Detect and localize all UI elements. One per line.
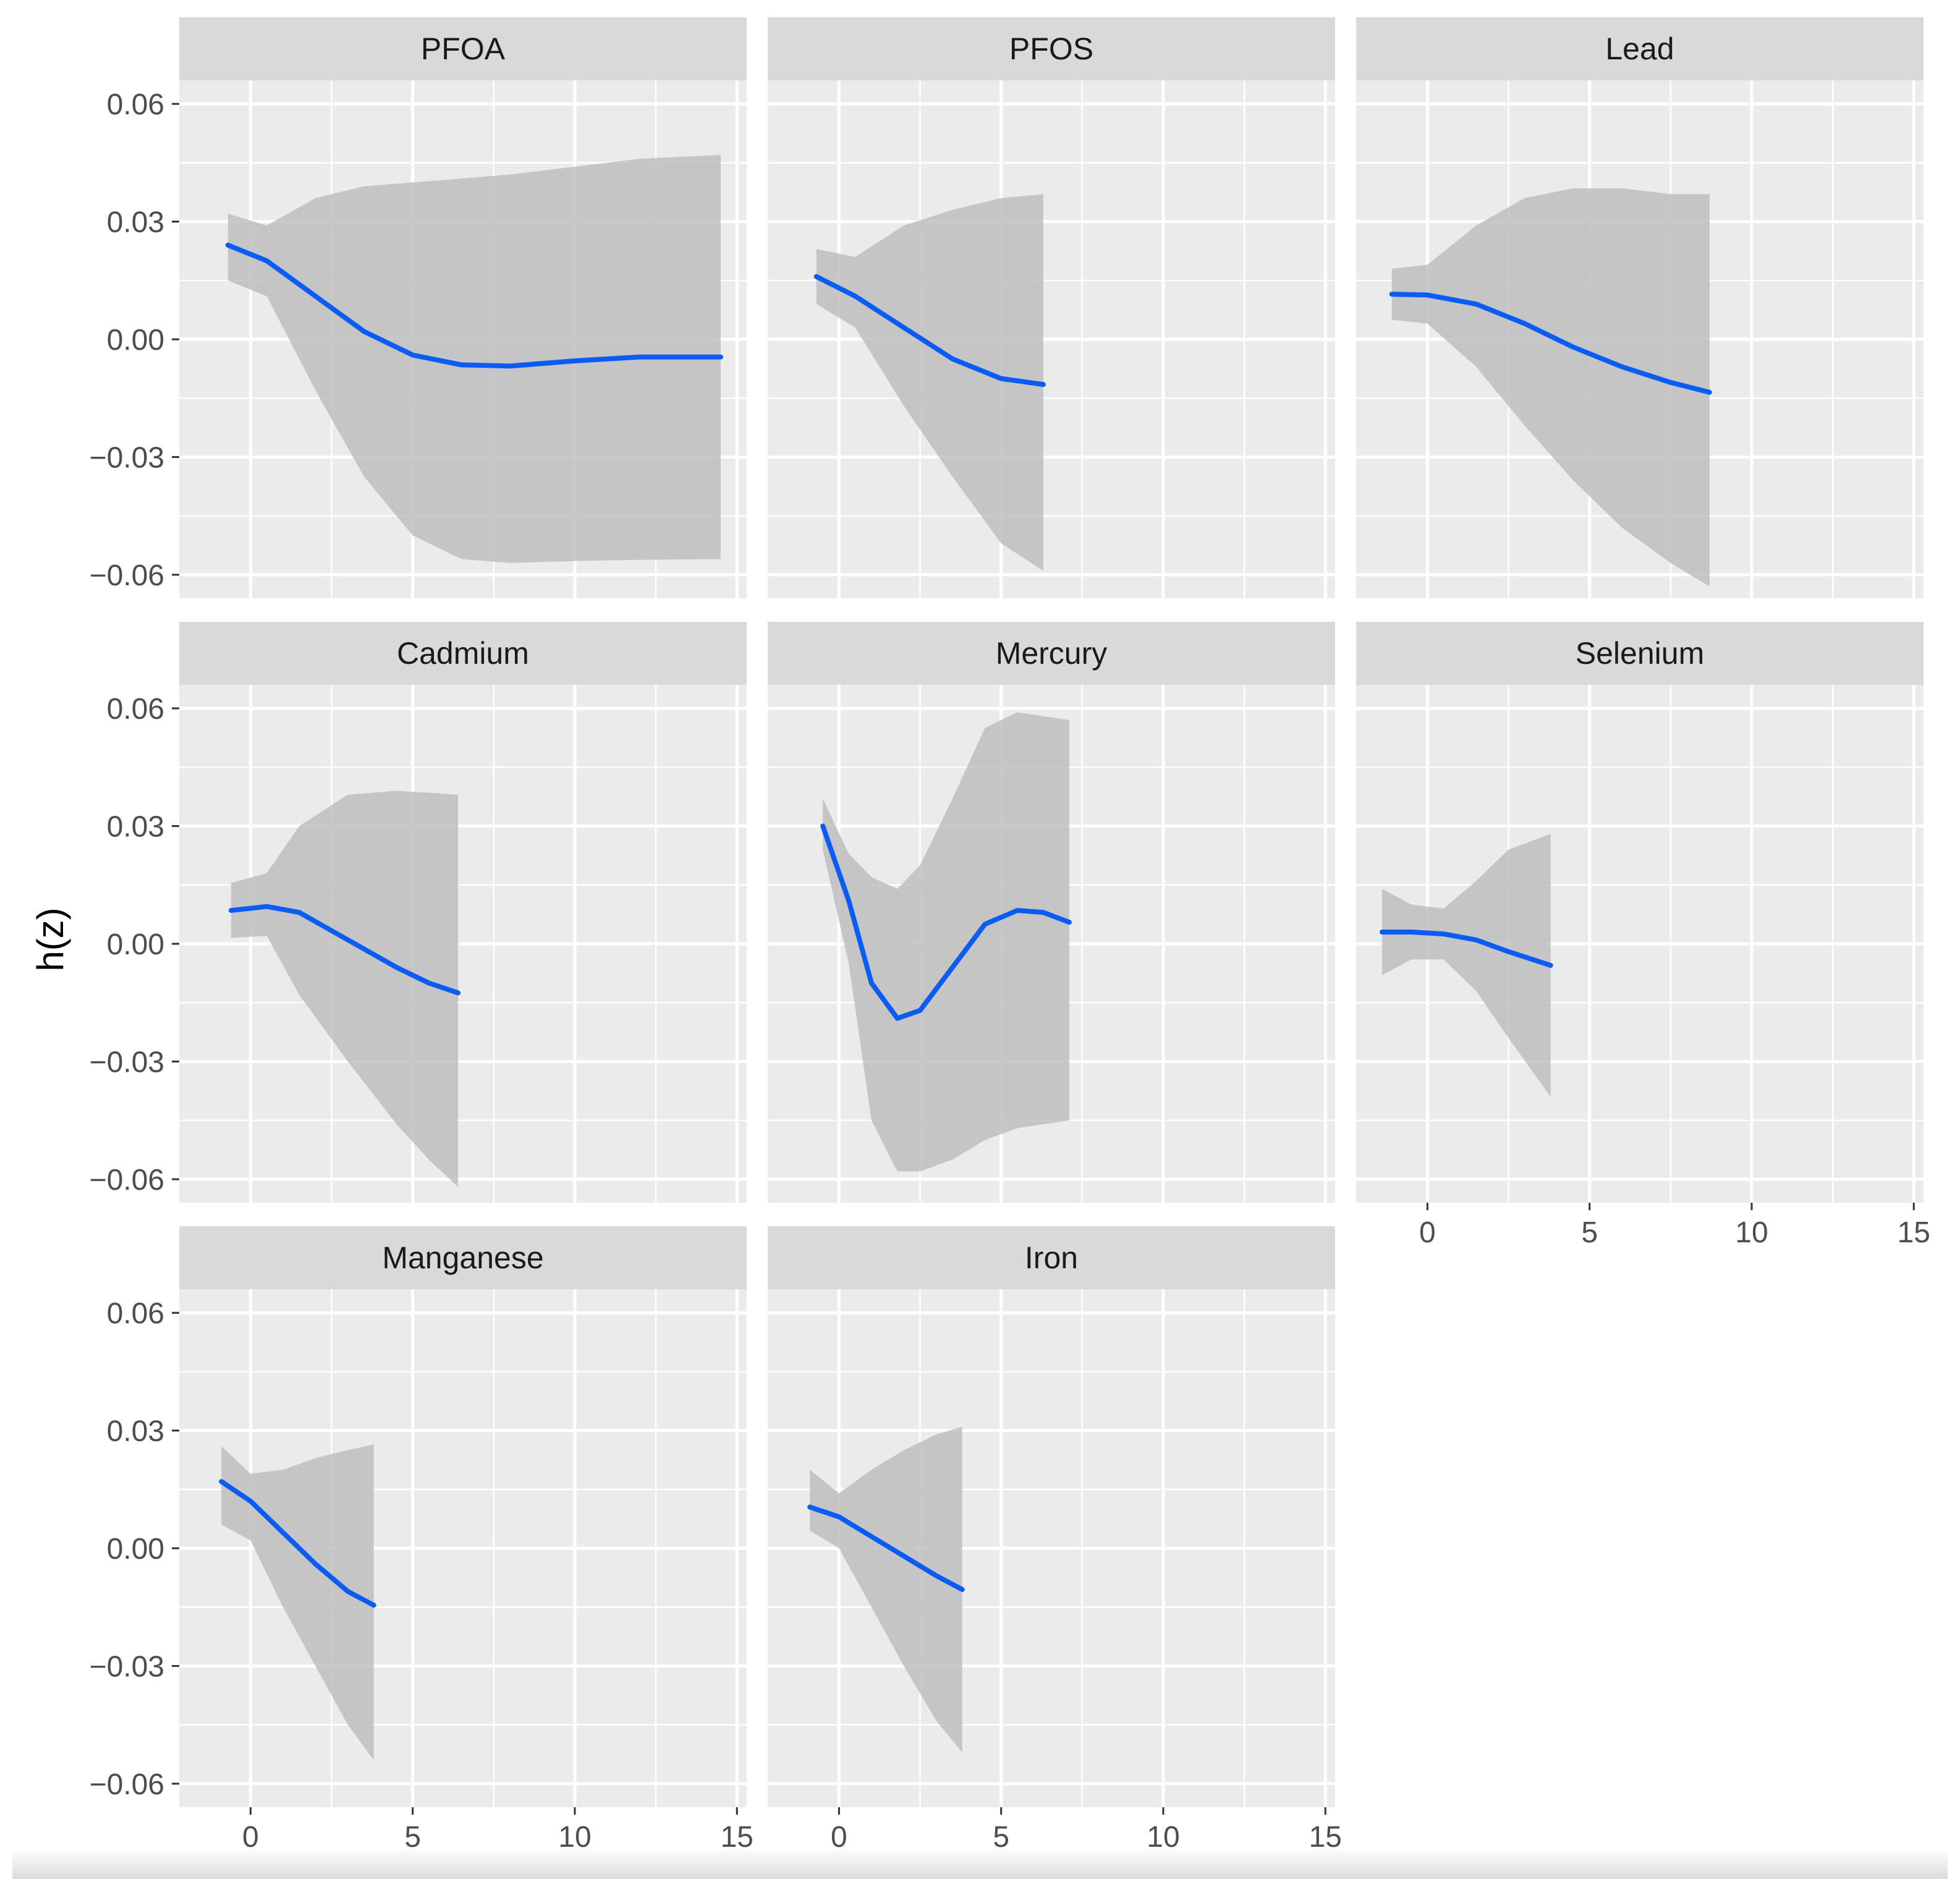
strip-cadmium xyxy=(179,622,747,685)
strip-label-manganese: Manganese xyxy=(382,1240,543,1275)
y-axis-title: h(z) xyxy=(30,907,71,971)
response-line-manganese xyxy=(219,1479,376,1608)
y-tick-label: 0.03 xyxy=(107,811,164,844)
bottom-shadow xyxy=(12,1848,1948,1879)
strip-selenium xyxy=(1356,622,1924,685)
panel-mercury: Mercury xyxy=(768,622,1335,1203)
x-tick-label: 15 xyxy=(1898,1216,1930,1249)
x-tick-label: 10 xyxy=(1735,1216,1768,1249)
panel-pfos: PFOS xyxy=(768,17,1335,598)
facet-panels: PFOA PFOS Lead Cadmium Mercury Selenium Mangan… xyxy=(179,17,1924,1807)
strip-label-pfoa: PFOA xyxy=(421,32,506,66)
response-line-pfoa xyxy=(225,242,723,369)
response-line-pfos xyxy=(813,274,1046,387)
panel-selenium: Selenium xyxy=(1356,622,1924,1203)
confidence-ribbon-pfoa xyxy=(227,155,721,563)
strip-pfos xyxy=(768,17,1335,80)
strip-lead xyxy=(1356,17,1924,80)
strip-manganese xyxy=(179,1226,747,1289)
panel-pfoa: PFOA xyxy=(179,17,747,598)
y-tick-label: 0.00 xyxy=(107,928,164,961)
strip-mercury xyxy=(768,622,1335,685)
x-tick-label: 5 xyxy=(1581,1216,1598,1249)
y-tick-label: −0.06 xyxy=(90,1768,164,1801)
strip-label-lead: Lead xyxy=(1605,32,1674,66)
confidence-ribbon-mercury xyxy=(823,712,1069,1172)
panel-manganese: Manganese xyxy=(179,1226,747,1807)
y-tick-label: −0.03 xyxy=(90,1650,164,1683)
strip-label-pfos: PFOS xyxy=(1009,32,1093,66)
confidence-ribbon-iron xyxy=(810,1427,962,1753)
y-tick-label: −0.03 xyxy=(90,441,164,474)
y-tick-label: 0.06 xyxy=(107,693,164,726)
confidence-ribbon-manganese xyxy=(221,1444,374,1760)
y-tick-label: −0.06 xyxy=(90,1164,164,1197)
x-tick-label: 0 xyxy=(1419,1216,1436,1249)
y-tick-label: −0.03 xyxy=(90,1046,164,1079)
response-line-cadmium xyxy=(228,904,461,996)
confidence-ribbon-lead xyxy=(1391,188,1710,587)
panel-cadmium: Cadmium xyxy=(179,622,747,1203)
confidence-ribbon-selenium xyxy=(1382,834,1551,1097)
panel-lead: Lead xyxy=(1356,17,1924,598)
confidence-ribbon-pfos xyxy=(816,194,1043,571)
y-tick-label: 0.03 xyxy=(107,1415,164,1448)
response-line-lead xyxy=(1389,292,1712,395)
strip-label-iron: Iron xyxy=(1025,1240,1078,1275)
strip-label-cadmium: Cadmium xyxy=(397,636,529,671)
strip-label-mercury: Mercury xyxy=(996,636,1108,671)
response-line-iron xyxy=(807,1504,965,1592)
confidence-ribbon-cadmium xyxy=(231,791,459,1187)
strip-iron xyxy=(768,1226,1335,1289)
y-tick-label: 0.00 xyxy=(107,1533,164,1566)
y-tick-label: −0.06 xyxy=(90,559,164,592)
strip-pfoa xyxy=(179,17,747,80)
panel-iron: Iron xyxy=(768,1226,1335,1807)
response-line-mercury xyxy=(820,823,1072,1021)
y-tick-label: 0.00 xyxy=(107,324,164,357)
strip-label-selenium: Selenium xyxy=(1576,636,1704,671)
y-tick-label: 0.03 xyxy=(107,206,164,239)
y-tick-label: 0.06 xyxy=(107,88,164,121)
axes: 0.06 0.03 0.00 −0.03 −0.06 0.06 0.03 0.00 −0.03 −… xyxy=(90,88,1930,1854)
response-line-selenium xyxy=(1380,930,1553,968)
y-tick-label: 0.06 xyxy=(107,1297,164,1330)
